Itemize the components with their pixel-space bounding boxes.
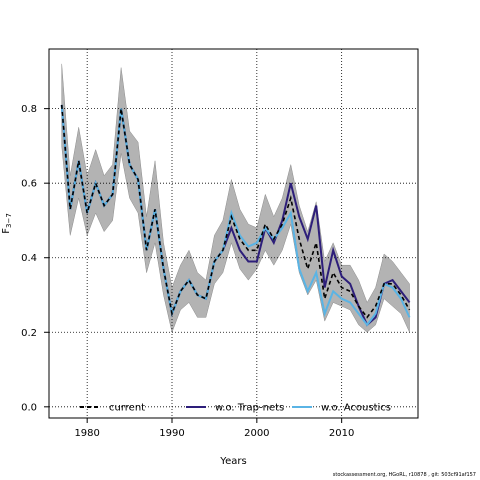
plot-frame <box>48 48 419 419</box>
series-layer <box>60 104 411 327</box>
x-axis-title: Years <box>219 456 246 467</box>
x-tick-label-1990: 1990 <box>159 428 184 439</box>
y-axis-title: F3−7 <box>1 213 13 234</box>
legend-label-w-o-acoustics: w.o. Acoustics <box>321 403 391 414</box>
footer-credit: stockassessment.org, HGoRL, r10878 , git… <box>332 472 476 478</box>
confidence-band <box>61 63 410 334</box>
series-line-w-o-acoustics <box>60 104 411 327</box>
legend-label-current: current <box>109 403 145 414</box>
tick-layer: 1980 1990 2000 2010 0.0 0.2 0.4 0.6 0.8 <box>21 104 354 439</box>
legend-label-w-o-trap-nets: w.o. Trap-nets <box>215 403 284 414</box>
y-tick-label-0.6: 0.6 <box>21 179 37 190</box>
legend: current w.o. Trap-nets w.o. Acoustics <box>80 403 391 414</box>
x-tick-label-2010: 2010 <box>329 428 354 439</box>
y-tick-label-0.4: 0.4 <box>21 253 37 264</box>
y-tick-label-0.2: 0.2 <box>21 328 37 339</box>
x-tick-label-1980: 1980 <box>74 428 99 439</box>
y-axis-title-main: F <box>1 228 12 234</box>
x-tick-label-2000: 2000 <box>244 428 269 439</box>
y-tick-label-0.8: 0.8 <box>21 104 37 115</box>
confidence-band-layer <box>61 63 410 334</box>
y-tick-label-0.0: 0.0 <box>21 402 37 413</box>
y-axis-title-subscript: 3−7 <box>5 213 13 228</box>
